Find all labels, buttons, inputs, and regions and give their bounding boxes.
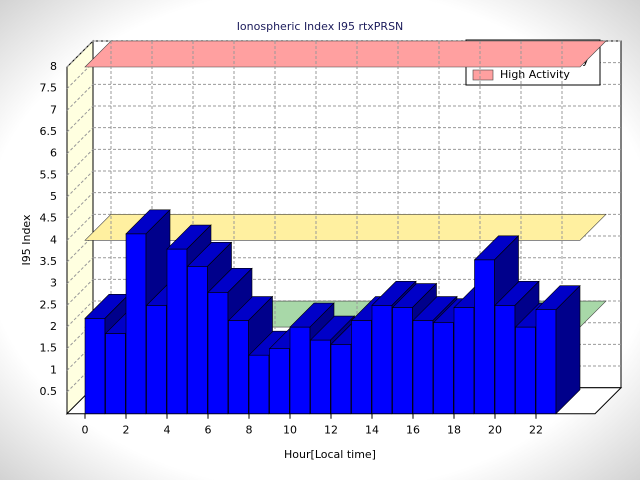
- x-tick-label: 18: [447, 424, 461, 437]
- x-tick-label: 14: [365, 424, 379, 437]
- y-tick-label: 2.5: [40, 298, 58, 311]
- grid-line: [66, 213, 94, 241]
- bar-front: [248, 354, 270, 415]
- x-tick-label: 22: [529, 424, 543, 437]
- bar-front: [228, 320, 249, 415]
- grid-line: [66, 83, 94, 111]
- x-tick-label: 20: [488, 424, 502, 437]
- bar-front: [474, 259, 495, 415]
- grid-line: [66, 148, 94, 176]
- grid-line: [66, 127, 94, 155]
- bar-front: [515, 326, 536, 415]
- y-tick-label: 1: [50, 363, 57, 376]
- bar-front: [105, 333, 126, 415]
- x-tick-label: 10: [283, 424, 297, 437]
- bar-front: [207, 292, 229, 415]
- grid-line: [66, 279, 94, 306]
- bar-front: [494, 305, 516, 415]
- x-tick-label: 4: [164, 424, 171, 437]
- y-tick-label: 7: [50, 103, 57, 116]
- bar-front: [371, 305, 393, 415]
- band: [84, 40, 607, 68]
- y-tick-label: 3: [50, 277, 57, 290]
- grid-line: [66, 40, 94, 68]
- y-tick-label: 4: [50, 233, 57, 246]
- bar-front: [535, 309, 557, 415]
- y-tick-label: 6.5: [40, 125, 58, 138]
- bar-front: [412, 320, 434, 415]
- y-tick-label: 5: [50, 190, 57, 203]
- bar: [227, 295, 274, 415]
- y-tick-label: 8: [50, 60, 57, 73]
- bar-side: [555, 284, 581, 415]
- y-tick-label: 2: [50, 320, 57, 333]
- x-tick-label: 2: [123, 424, 130, 437]
- bar-front: [351, 320, 372, 415]
- legend-swatch: [472, 69, 494, 81]
- x-tick-label: 0: [82, 424, 89, 437]
- bar-front: [269, 348, 290, 415]
- y-axis-label: I95 Index: [20, 214, 33, 266]
- legend-label: High Activity: [500, 68, 570, 81]
- x-axis-label: Hour[Local time]: [284, 448, 376, 461]
- bar-front: [433, 322, 454, 415]
- bar-front: [166, 248, 188, 415]
- bar-front: [187, 266, 208, 415]
- x-tick-label: 6: [205, 424, 212, 437]
- grid-line: [66, 300, 94, 328]
- y-tick-label: 1.5: [40, 342, 58, 355]
- bar-front: [125, 233, 147, 415]
- bar-front: [392, 307, 413, 415]
- y-tick-label: 4.5: [40, 212, 58, 225]
- bar-front: [289, 326, 311, 415]
- chart-title: Ionospheric Index I95 rtxPRSN: [237, 20, 404, 33]
- bar-front: [310, 339, 331, 415]
- x-tick-label: 16: [406, 424, 420, 437]
- y-tick-label: 5.5: [40, 168, 58, 181]
- bar-front: [330, 344, 352, 415]
- band: [84, 214, 607, 241]
- x-tick-label: 8: [246, 424, 253, 437]
- grid-line: [66, 105, 94, 133]
- y-tick-label: 6: [50, 147, 57, 160]
- x-tick-label: 12: [324, 424, 338, 437]
- bar-front: [84, 318, 106, 415]
- y-tick-label: 0.5: [40, 385, 58, 398]
- y-tick-label: 3.5: [40, 255, 58, 268]
- grid-line: [66, 170, 94, 198]
- bar-front: [453, 307, 475, 415]
- grid-line: [66, 192, 94, 220]
- bar-front: [146, 305, 167, 415]
- y-tick-label: 7.5: [40, 82, 58, 95]
- grid-line: [66, 257, 94, 285]
- bar: [535, 284, 581, 415]
